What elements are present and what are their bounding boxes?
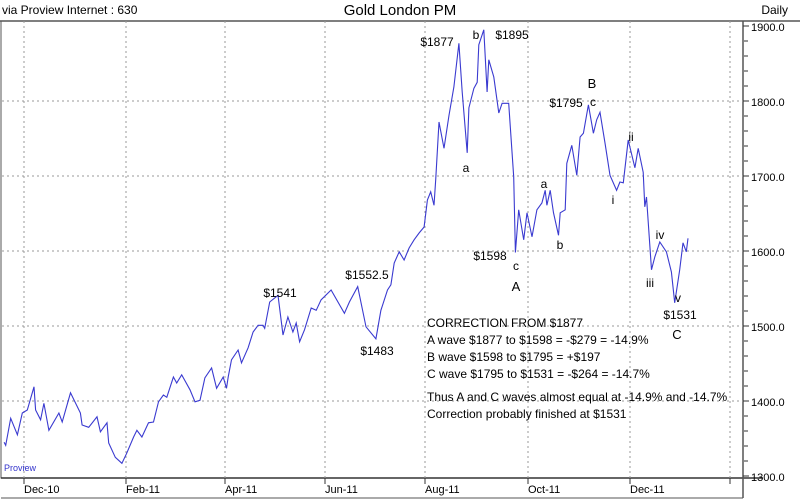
wave-annotation: $1483 bbox=[360, 344, 394, 358]
x-tick-label: Aug-11 bbox=[425, 484, 460, 496]
wave-annotation: v bbox=[675, 291, 681, 305]
wave-annotation: $1895 bbox=[495, 28, 529, 42]
wave-annotation: A bbox=[512, 279, 521, 294]
wave-annotation: c bbox=[590, 95, 596, 109]
wave-annotation: $1531 bbox=[663, 308, 697, 322]
y-tick-label: 1900.0 bbox=[751, 22, 785, 34]
source-label: via Proview Internet : 630 bbox=[2, 3, 138, 17]
y-tick-label: 1700.0 bbox=[751, 172, 785, 184]
watermark: Proview bbox=[4, 463, 37, 473]
chart-title: Gold London PM bbox=[343, 2, 457, 19]
x-tick-label: Dec-11 bbox=[630, 484, 665, 496]
correction-note: C wave $1795 to $1531 = -$264 = -14.7% bbox=[427, 367, 650, 381]
correction-note: A wave $1877 to $1598 = -$279 = -14.9% bbox=[427, 333, 649, 347]
y-tick-label: 1600.0 bbox=[751, 247, 785, 259]
wave-annotation: C bbox=[672, 327, 681, 342]
x-tick-label: Feb-11 bbox=[126, 484, 160, 496]
y-tick-label: 1400.0 bbox=[751, 397, 785, 409]
period-label: Daily bbox=[761, 3, 788, 17]
correction-note: Correction probably finished at $1531 bbox=[427, 407, 627, 421]
price-line bbox=[3, 29, 689, 465]
wave-annotation: $1598 bbox=[473, 249, 507, 263]
wave-annotation: iii bbox=[646, 276, 654, 290]
wave-annotation: c bbox=[513, 259, 519, 273]
wave-annotation: a bbox=[541, 177, 548, 191]
wave-annotation: a bbox=[463, 161, 470, 175]
wave-annotation: ii bbox=[628, 130, 633, 144]
x-tick-label: Apr-11 bbox=[225, 484, 257, 496]
correction-note: CORRECTION FROM $1877 bbox=[427, 316, 583, 330]
wave-annotation: i bbox=[612, 193, 615, 207]
y-tick-label: 1800.0 bbox=[751, 97, 785, 109]
wave-annotation: iv bbox=[656, 228, 665, 242]
correction-note: B wave $1598 to $1795 = +$197 bbox=[427, 350, 601, 364]
wave-annotation: $1877 bbox=[420, 35, 454, 49]
x-tick-label: Dec-10 bbox=[24, 484, 59, 496]
wave-annotation: b bbox=[557, 238, 564, 252]
y-tick-label: 1300.0 bbox=[751, 472, 785, 484]
correction-note: Thus A and C waves almost equal at -14.9… bbox=[427, 390, 728, 404]
wave-annotation: b bbox=[473, 28, 480, 42]
wave-annotation: $1552.5 bbox=[345, 268, 389, 282]
x-tick-label: Oct-11 bbox=[528, 484, 560, 496]
plot-frame bbox=[0, 20, 744, 479]
y-tick-label: 1500.0 bbox=[751, 322, 785, 334]
wave-annotation: B bbox=[588, 76, 597, 91]
wave-annotation: $1541 bbox=[263, 286, 297, 300]
wave-annotation: $1795 bbox=[549, 96, 583, 110]
x-tick-label: Jun-11 bbox=[325, 484, 358, 496]
